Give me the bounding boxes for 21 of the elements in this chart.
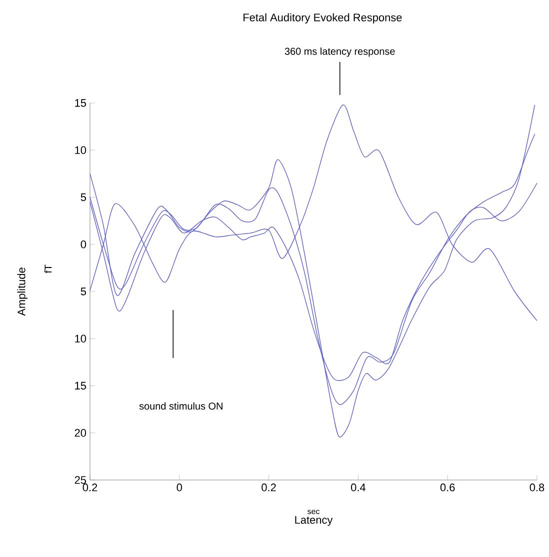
text: fT bbox=[44, 264, 52, 274]
y-tick-label: 10 bbox=[75, 146, 86, 154]
y-axis-title: Amplitude bbox=[17, 268, 28, 316]
annotation: sound stimulus ON bbox=[139, 402, 222, 410]
y-tick-label: 15 bbox=[75, 382, 86, 390]
y-tick-label: 25 bbox=[74, 476, 86, 484]
y-tick-label: 5 bbox=[80, 288, 86, 296]
text: 360 ms latency response bbox=[284, 48, 395, 57]
x-axis-title: Latency bbox=[295, 516, 333, 526]
y-tick-label: 20 bbox=[74, 429, 86, 437]
x-tick-label: 0.2 bbox=[262, 484, 276, 492]
x-tick-label: 0.4 bbox=[351, 484, 366, 492]
chart-title: Fetal Auditory Evoked Response bbox=[244, 13, 402, 24]
x-tick-label: 0.8 bbox=[530, 484, 544, 492]
x-tick-label: 0.2 bbox=[82, 484, 98, 492]
y-tick-label: 5 bbox=[80, 193, 86, 202]
y-tick-label: 15 bbox=[75, 99, 86, 107]
x-tick-label: 0.6 bbox=[440, 484, 455, 492]
y-tick-label: 0 bbox=[80, 240, 86, 248]
y-tick-label: 10 bbox=[75, 334, 86, 343]
x-tick-label: 0 bbox=[176, 484, 182, 492]
